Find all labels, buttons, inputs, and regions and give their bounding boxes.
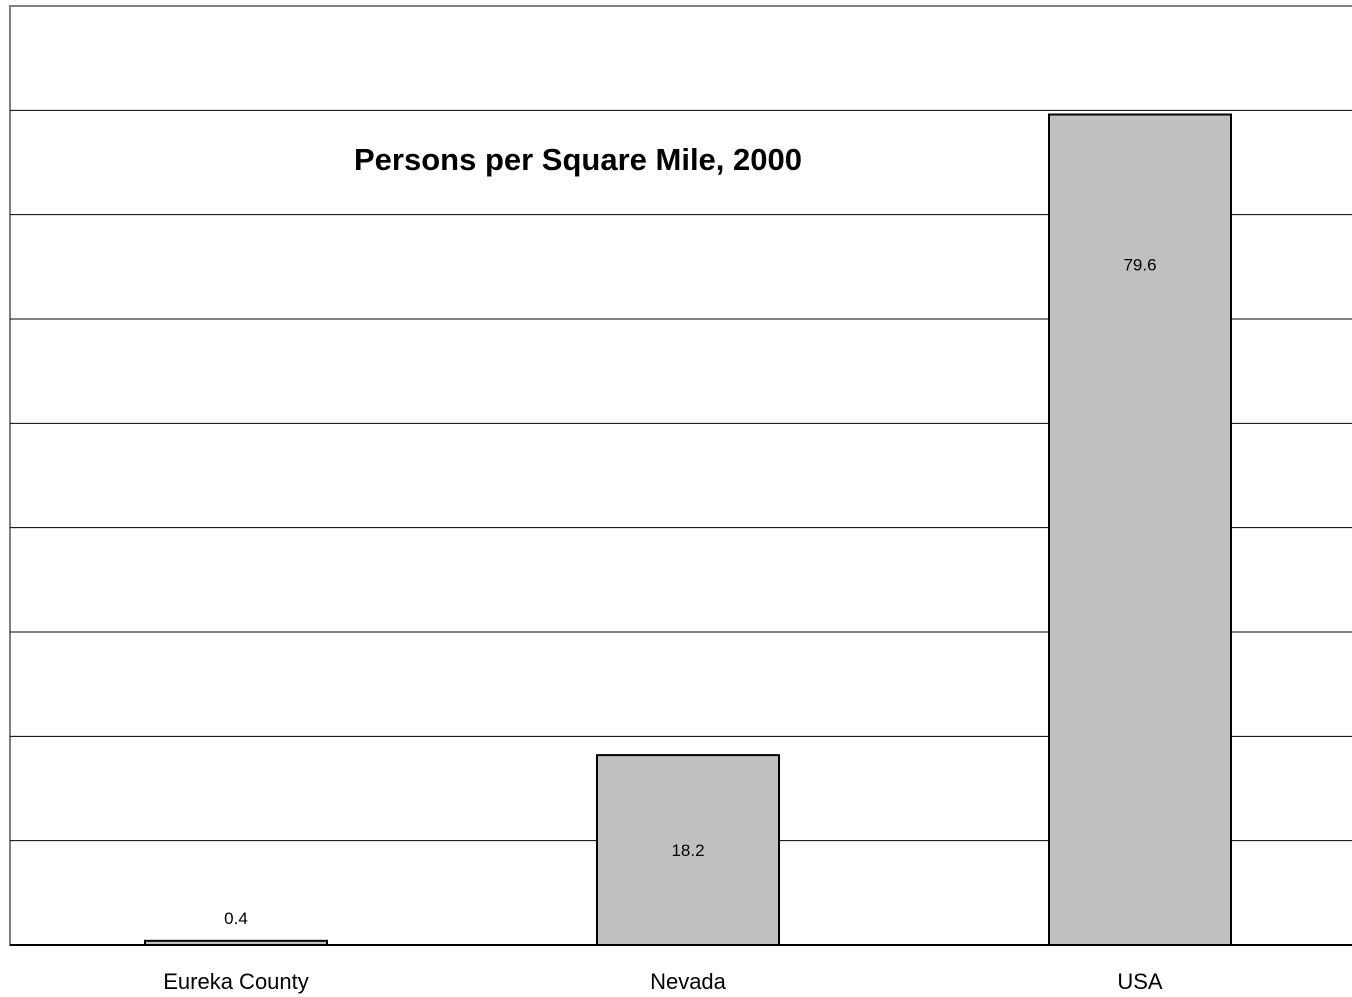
chart-title: Persons per Square Mile, 2000 [354,142,802,177]
bars [144,113,1232,947]
data-label: 79.6 [1123,256,1156,275]
category-label: USA [1117,969,1163,994]
category-label: Nevada [650,969,727,994]
category-label: Eureka County [163,969,309,994]
data-label: 18.2 [671,841,704,860]
data-labels: 0.4 18.2 79.6 [224,256,1156,928]
category-labels: Eureka County Nevada USA [163,969,1163,994]
data-label: 0.4 [224,909,248,928]
bar-usa [1048,113,1232,947]
bar-nevada [596,754,780,947]
bar-eureka-county [144,939,328,946]
